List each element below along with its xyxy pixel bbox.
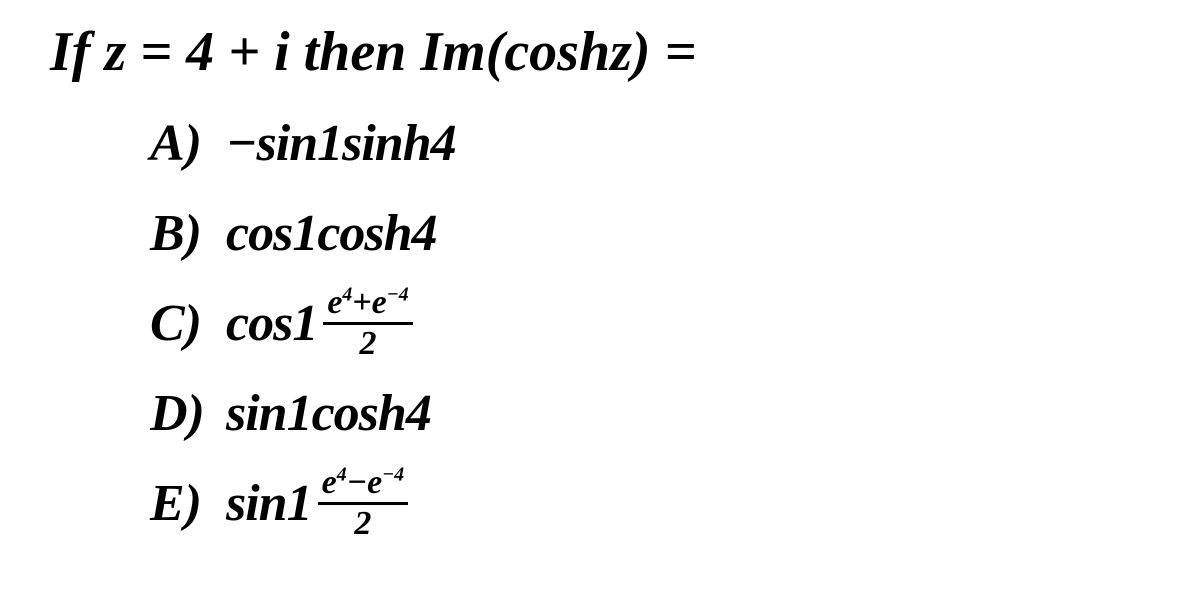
option-e-denominator: 2 xyxy=(350,505,375,541)
option-e-num-a-exp: 4 xyxy=(337,463,347,485)
option-e: E) sin1 e4−e−4 2 xyxy=(150,458,1128,548)
option-d-body: sin1cosh4 xyxy=(226,384,431,443)
question-equals2: = xyxy=(665,21,697,83)
option-b: B) cos1cosh4 xyxy=(150,188,1128,278)
options-list: A) −sin1sinh4 B) cos1cosh4 C) cos1 e4+e−… xyxy=(50,98,1128,548)
option-c-num-b-base: e xyxy=(372,284,387,321)
question-prefix: If z xyxy=(50,21,126,83)
option-e-fraction: e4−e−4 2 xyxy=(318,466,408,541)
option-c-num-b-exp: −4 xyxy=(387,283,409,305)
option-a: A) −sin1sinh4 xyxy=(150,98,1128,188)
question-lhs-value: 4 + i xyxy=(186,21,289,83)
question-func: Im(coshz) xyxy=(420,21,650,83)
question-equals1: = xyxy=(140,21,172,83)
option-c-num-op: + xyxy=(352,284,371,321)
option-c-num-a-base: e xyxy=(327,284,342,321)
option-c-denominator: 2 xyxy=(355,325,380,361)
option-c-numerator: e4+e−4 xyxy=(323,286,412,325)
option-a-body: −sin1sinh4 xyxy=(226,114,456,173)
option-c-letter: C) xyxy=(150,294,226,353)
question-line: If z = 4 + i then Im(coshz) = xyxy=(50,20,1128,84)
option-d: D) sin1cosh4 xyxy=(150,368,1128,458)
option-b-letter: B) xyxy=(150,204,226,263)
option-e-num-b-base: e xyxy=(367,464,382,501)
option-c-num-a-exp: 4 xyxy=(342,283,352,305)
question-then: then xyxy=(304,21,407,83)
option-c: C) cos1 e4+e−4 2 xyxy=(150,278,1128,368)
option-c-fraction: e4+e−4 2 xyxy=(323,286,412,361)
option-e-num-a-base: e xyxy=(322,464,337,501)
option-e-num-op: − xyxy=(347,464,368,501)
option-c-leading: cos1 xyxy=(226,294,317,353)
option-e-num-b-exp: −4 xyxy=(382,463,404,485)
option-d-letter: D) xyxy=(150,384,226,443)
option-b-body: cos1cosh4 xyxy=(226,204,437,263)
option-e-letter: E) xyxy=(150,474,226,533)
option-e-leading: sin1 xyxy=(226,474,312,533)
option-a-letter: A) xyxy=(150,114,226,173)
option-e-numerator: e4−e−4 xyxy=(318,466,408,505)
